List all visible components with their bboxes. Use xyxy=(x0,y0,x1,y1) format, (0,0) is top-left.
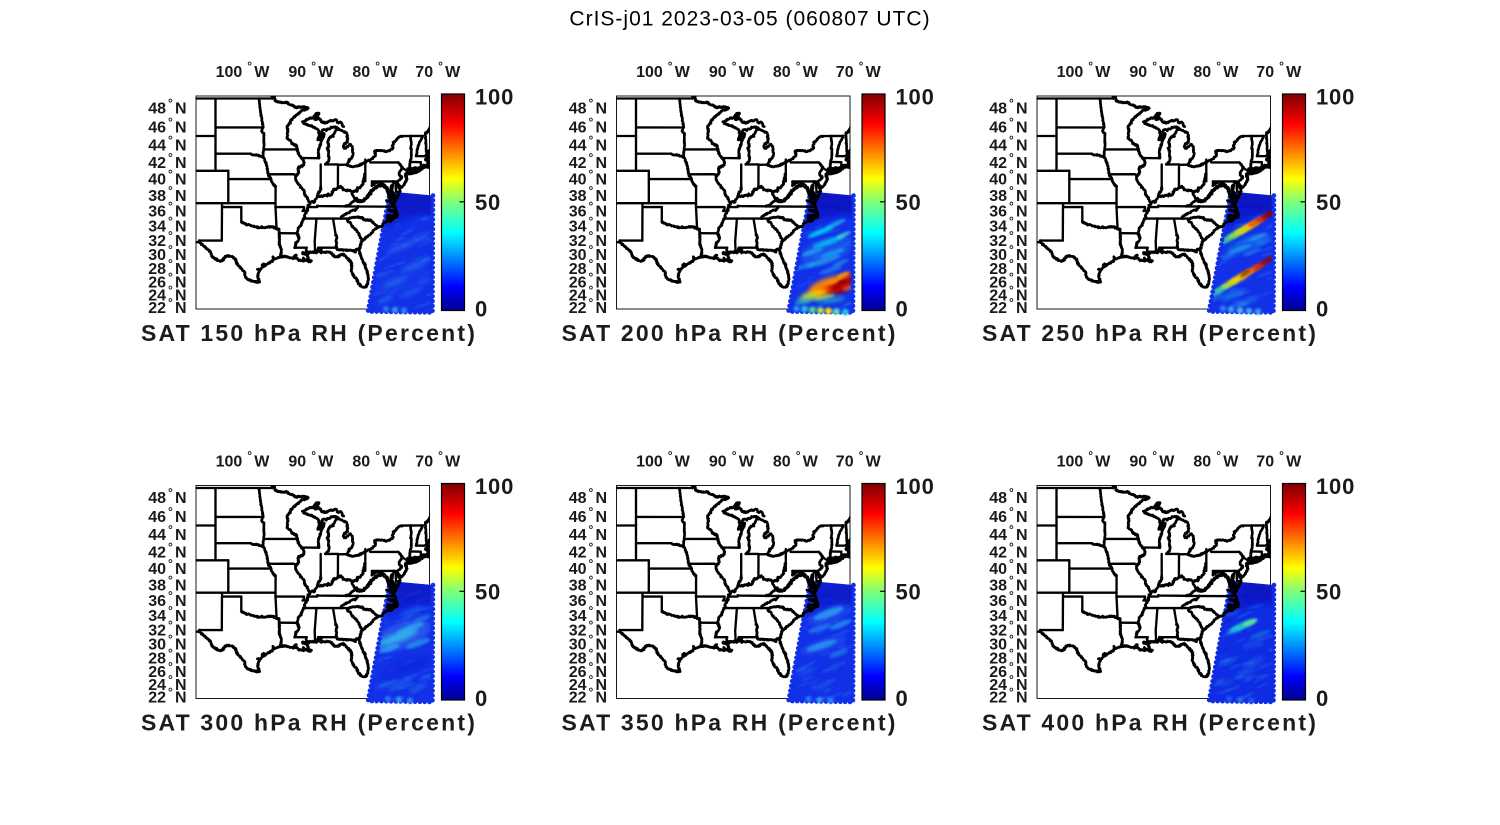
svg-text:CrIS-j01 2023-03-05 (060807 UT: CrIS-j01 2023-03-05 (060807 UTC) xyxy=(569,8,930,31)
svg-text:SAT 350 hPa RH (Percent): SAT 350 hPa RH (Percent) xyxy=(561,710,897,736)
svg-text:SAT 300 hPa RH (Percent): SAT 300 hPa RH (Percent) xyxy=(141,710,477,736)
svg-text:SAT 250 hPa RH (Percent): SAT 250 hPa RH (Percent) xyxy=(982,320,1318,346)
svg-text:SAT 150 hPa RH (Percent): SAT 150 hPa RH (Percent) xyxy=(141,320,477,346)
svg-text:SAT 400 hPa RH (Percent): SAT 400 hPa RH (Percent) xyxy=(982,710,1318,736)
svg-text:SAT 200 hPa RH (Percent): SAT 200 hPa RH (Percent) xyxy=(561,320,897,346)
